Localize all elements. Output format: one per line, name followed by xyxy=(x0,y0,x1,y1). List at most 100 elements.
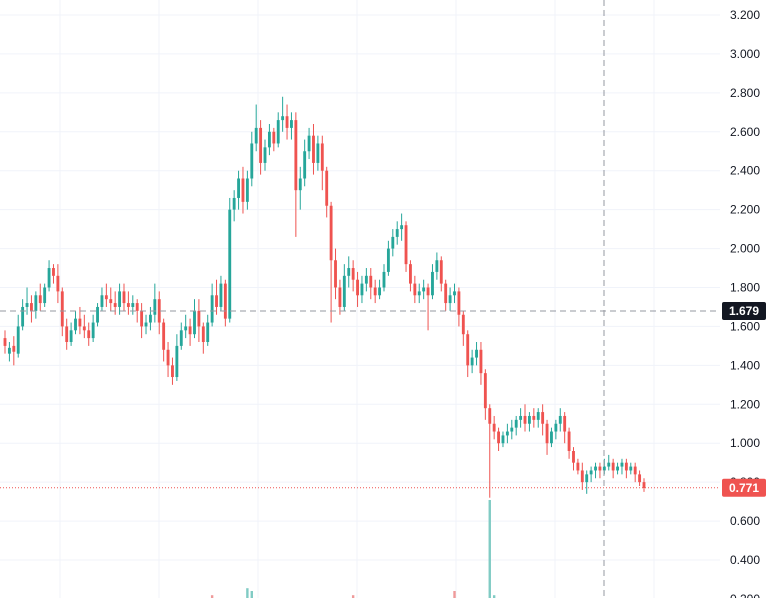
candle-body xyxy=(250,143,254,179)
candle-body xyxy=(210,295,214,323)
candle xyxy=(135,299,139,323)
candle-body xyxy=(479,349,483,374)
candle-body xyxy=(400,225,404,230)
candle-body xyxy=(453,291,456,296)
candle xyxy=(554,419,558,440)
candle xyxy=(281,96,285,132)
candle xyxy=(153,283,157,323)
candle xyxy=(488,404,492,498)
candle-body xyxy=(422,287,426,292)
candle-body xyxy=(25,303,29,307)
candle-body xyxy=(338,287,342,307)
y-tick-label: 2.800 xyxy=(730,86,760,100)
candle xyxy=(338,279,342,315)
candle-body xyxy=(140,310,144,327)
candle-body xyxy=(563,415,567,432)
candle xyxy=(210,283,214,327)
candle xyxy=(184,314,188,339)
candle xyxy=(25,287,29,315)
candle xyxy=(245,170,249,210)
candle-body xyxy=(364,275,368,284)
y-tick-label: 2.200 xyxy=(730,203,760,217)
candle xyxy=(228,197,232,323)
candle-body xyxy=(404,225,408,265)
candle-body xyxy=(241,178,245,202)
candle xyxy=(347,256,351,288)
candle xyxy=(624,458,628,479)
price-axis[interactable]: 0.2000.4000.6000.8001.0001.2001.4001.600… xyxy=(720,0,766,603)
candle xyxy=(580,462,584,490)
candle-body xyxy=(611,462,615,471)
crosshair-price-label: 1.679 xyxy=(729,304,759,318)
price-axis-bg[interactable] xyxy=(720,0,766,598)
candle xyxy=(409,260,412,292)
candle xyxy=(417,283,421,304)
candle xyxy=(479,342,483,385)
candle-body xyxy=(87,330,91,339)
candle-body xyxy=(483,373,487,409)
last-price-label: 0.771 xyxy=(729,481,759,495)
candle xyxy=(400,213,404,241)
candle-body xyxy=(541,412,545,424)
candle xyxy=(585,470,589,494)
candle xyxy=(175,334,179,381)
candle-body xyxy=(100,295,104,307)
candle xyxy=(131,295,135,315)
candle xyxy=(598,462,602,479)
last-price-badge-bg xyxy=(722,478,766,497)
candle xyxy=(69,322,73,346)
y-tick-label: 0.200 xyxy=(730,592,760,598)
candle-body xyxy=(276,120,280,144)
candle xyxy=(96,303,99,327)
candle xyxy=(386,240,390,276)
candle-body xyxy=(475,349,478,358)
volume-bars xyxy=(210,500,496,598)
candle xyxy=(263,139,267,171)
candle xyxy=(395,221,399,245)
candle xyxy=(527,412,531,432)
candle-body xyxy=(30,303,33,311)
candle xyxy=(532,408,536,428)
candle-body xyxy=(629,466,633,471)
y-tick-label: 0.600 xyxy=(730,514,760,528)
candle-body xyxy=(492,423,496,432)
candle xyxy=(360,275,364,304)
candle-body xyxy=(395,229,399,237)
candle-body xyxy=(281,116,285,121)
candle-body xyxy=(254,127,258,144)
candle-body xyxy=(351,268,355,280)
candle-body xyxy=(382,271,386,288)
candle xyxy=(290,112,293,140)
candle xyxy=(439,256,443,292)
candle-body xyxy=(607,462,611,467)
candle xyxy=(475,342,478,366)
candle-body xyxy=(290,120,293,128)
candle-body xyxy=(342,275,346,307)
candle-body xyxy=(519,415,523,420)
y-tick-label: 2.600 xyxy=(730,125,760,139)
candle-body xyxy=(391,236,395,249)
candle xyxy=(294,112,298,237)
candle-body xyxy=(104,295,108,300)
candle-body xyxy=(223,283,227,319)
candle-body xyxy=(78,318,82,327)
volume-bar xyxy=(351,595,355,598)
candle-body xyxy=(91,322,95,339)
candle xyxy=(316,135,320,171)
candle-body xyxy=(580,470,584,483)
candle xyxy=(492,415,496,440)
candle xyxy=(550,427,553,448)
candle-body xyxy=(497,431,501,444)
candle xyxy=(82,314,86,339)
candle-body xyxy=(417,291,421,296)
candle-body xyxy=(215,295,218,307)
candle xyxy=(510,419,514,440)
candle-body xyxy=(378,287,382,296)
candle-body xyxy=(144,322,148,327)
candle xyxy=(259,120,263,175)
candle-body xyxy=(272,131,276,144)
candle-body xyxy=(206,322,210,342)
candle xyxy=(166,342,170,378)
